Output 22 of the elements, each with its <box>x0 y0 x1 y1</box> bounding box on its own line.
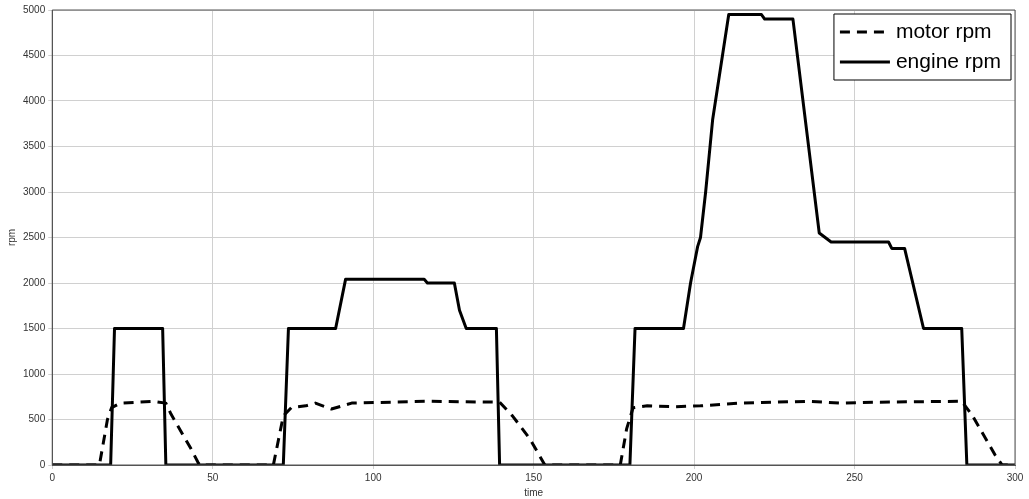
y-tick-label: 4500 <box>23 49 46 61</box>
x-tick-label: 100 <box>364 471 382 483</box>
x-tick-label: 50 <box>207 471 219 483</box>
y-tick-label: 3000 <box>23 185 46 197</box>
x-tick-label: 250 <box>846 471 864 483</box>
x-tick-label: 0 <box>49 471 56 483</box>
legend-label: motor rpm <box>895 18 992 42</box>
x-axis-title: time <box>524 486 544 498</box>
y-tick-label: 3500 <box>23 140 46 152</box>
legend-label: engine rpm <box>895 48 1001 72</box>
y-tick-label: 1000 <box>23 367 46 379</box>
x-tick-label: 200 <box>685 471 703 483</box>
y-tick-label: 1500 <box>23 322 46 334</box>
y-axis-title: rpm <box>5 228 17 247</box>
y-tick-label: 2500 <box>23 231 46 243</box>
y-tick-label: 500 <box>28 413 46 425</box>
y-tick-label: 4000 <box>23 94 46 106</box>
x-tick-label: 300 <box>1006 471 1024 483</box>
y-tick-label: 5000 <box>23 3 46 15</box>
y-tick-label: 0 <box>39 458 46 470</box>
x-tick-label: 150 <box>525 471 543 483</box>
y-tick-label: 2000 <box>23 276 46 288</box>
